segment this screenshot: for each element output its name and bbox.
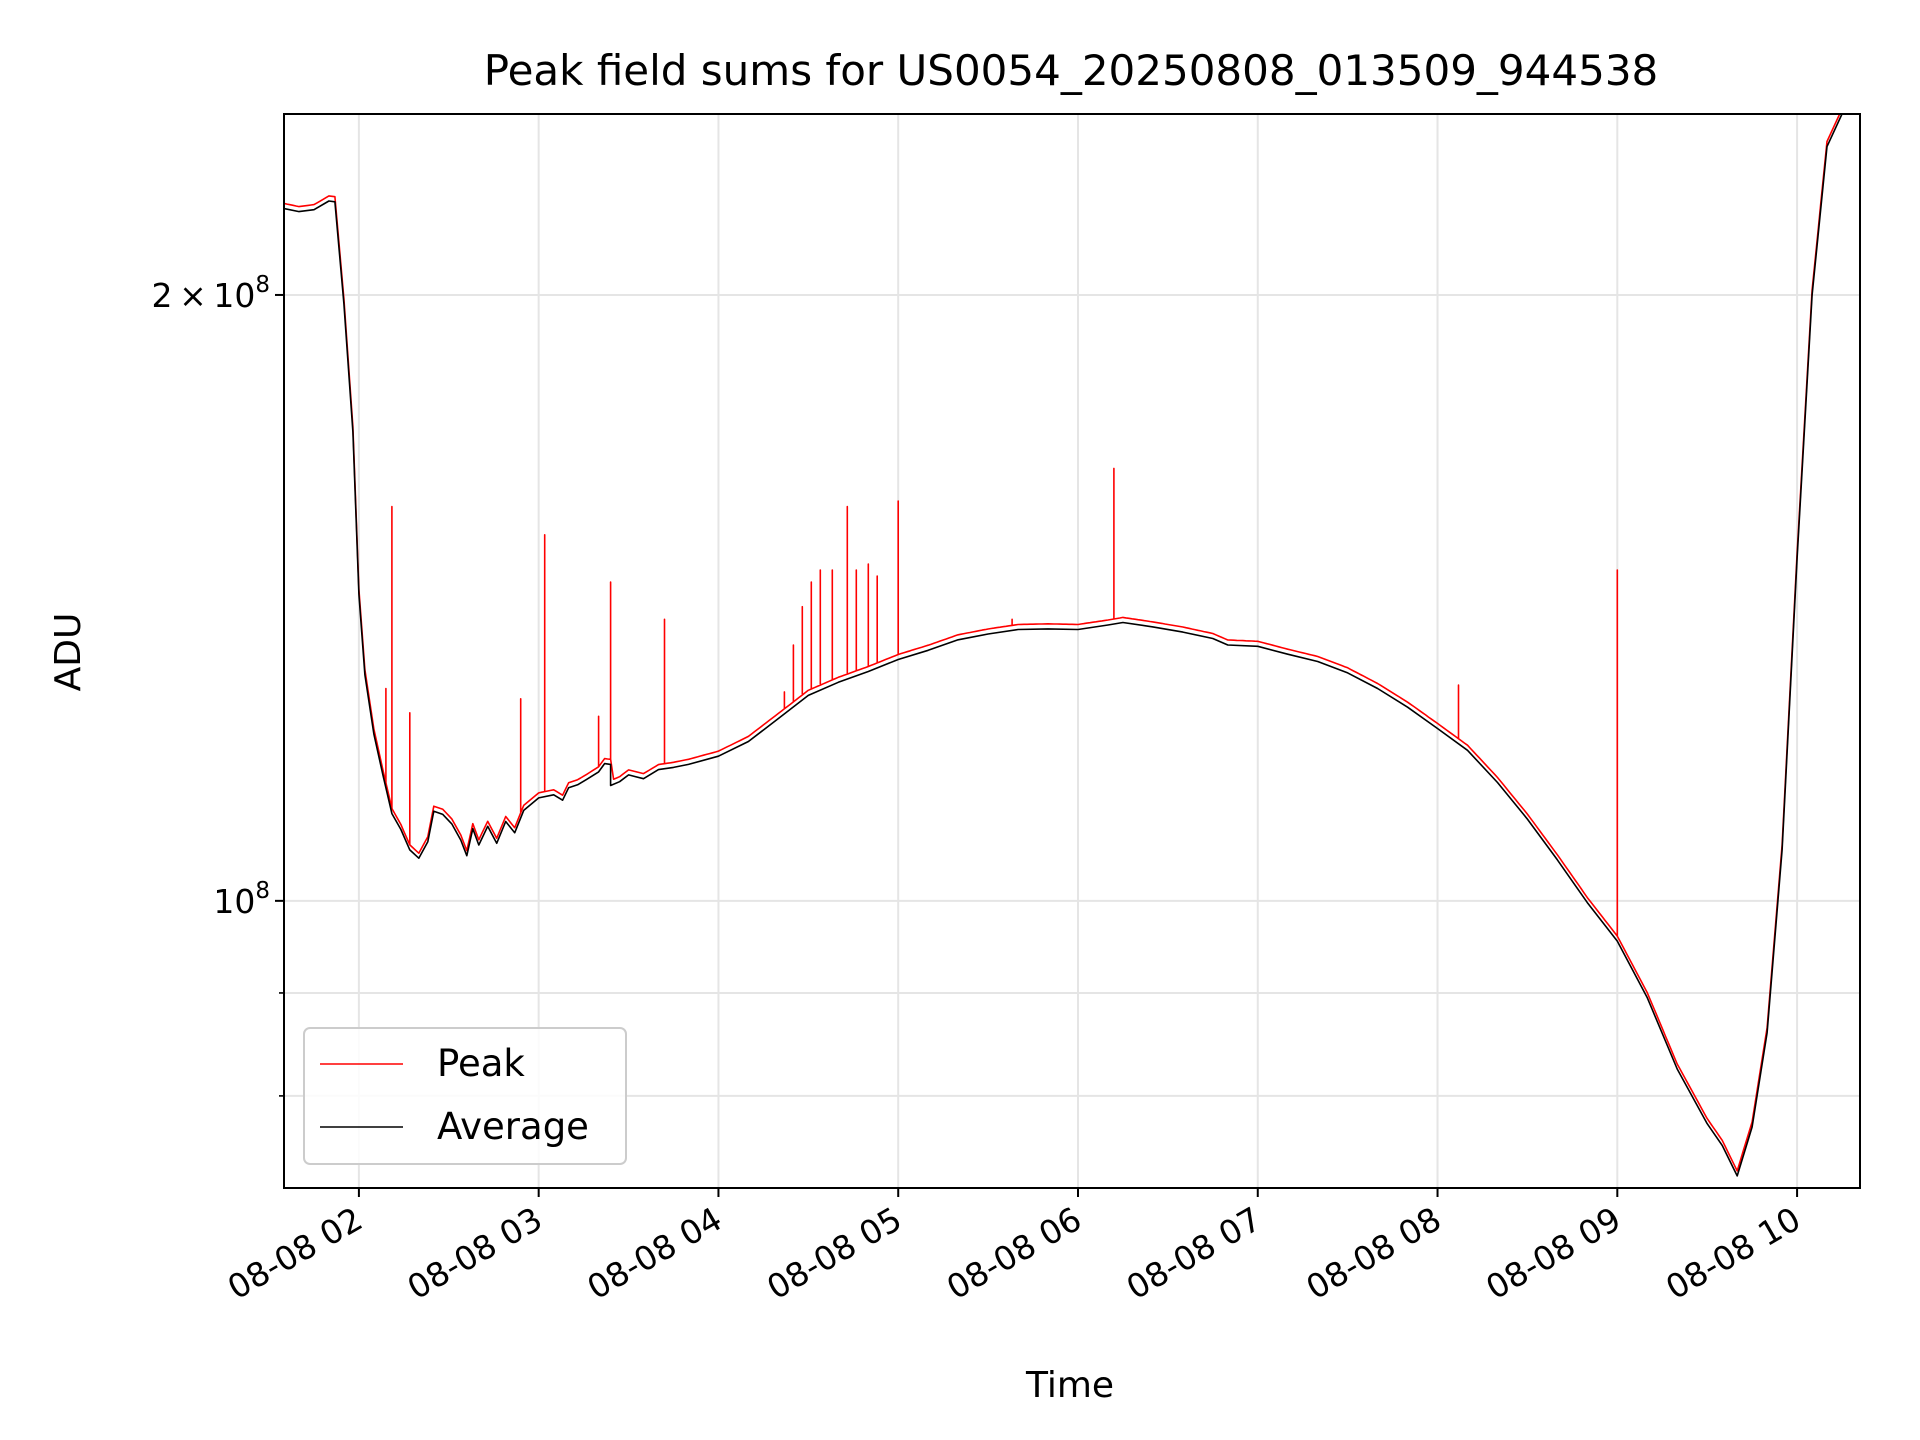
y-axis-label: ADU	[48, 613, 89, 692]
series-line-average	[284, 114, 1860, 1177]
plot-area	[284, 114, 1860, 1177]
x-tick-label: 08-08 04	[580, 1199, 728, 1307]
x-tick-label: 08-08 03	[401, 1199, 549, 1307]
x-tick-label: 08-08 10	[1659, 1199, 1807, 1307]
x-tick-label: 08-08 02	[221, 1199, 369, 1307]
y-tick-label: 2 × 108	[152, 272, 270, 315]
x-tick-label: 08-08 07	[1120, 1199, 1268, 1307]
x-tick-label: 08-08 05	[760, 1199, 908, 1307]
x-tick-label: 08-08 06	[940, 1199, 1088, 1307]
legend-label-average: Average	[437, 1105, 589, 1148]
x-axis-ticks: 08-08 02 08-08 03 08-08 04 08-08 05 08-08 06…	[221, 1188, 1807, 1307]
grid-lines	[284, 114, 1860, 1188]
x-axis-label: Time	[1025, 1365, 1114, 1406]
series-line-peak	[284, 114, 1841, 1172]
chart-title: Peak field sums for US0054_20250808_0135…	[484, 46, 1659, 95]
x-tick-label: 08-08 08	[1300, 1199, 1448, 1307]
legend-box	[303, 1027, 627, 1165]
x-tick-label: 08-08 09	[1479, 1199, 1627, 1307]
legend: Peak Average	[303, 1027, 627, 1165]
plot-frame	[283, 113, 1861, 1189]
y-tick-label: 108	[213, 878, 270, 921]
legend-label-peak: Peak	[437, 1042, 525, 1085]
y-axis-ticks: 108 2 × 108	[152, 272, 284, 1097]
